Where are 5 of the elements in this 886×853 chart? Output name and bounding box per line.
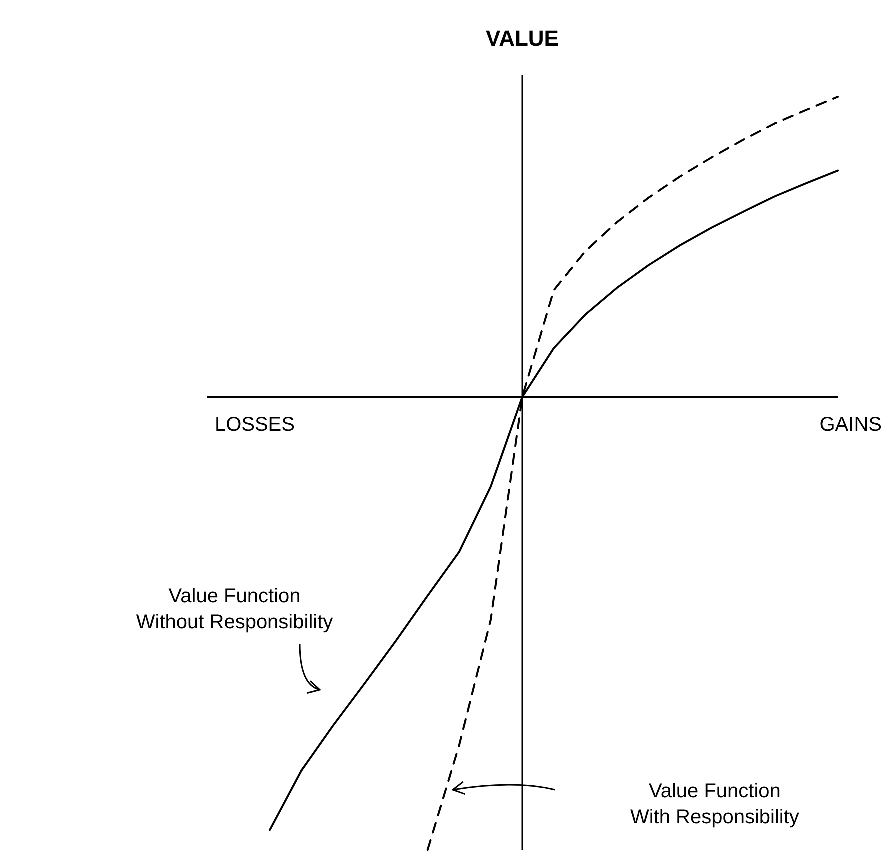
y-axis-title: VALUE [486, 26, 559, 52]
annotation: LOSSES [214, 414, 295, 436]
annotation: Value Function With Responsibility [630, 780, 800, 828]
annotation: GAINS [820, 414, 882, 436]
annotation: Value Function Without Responsibility [136, 585, 334, 634]
